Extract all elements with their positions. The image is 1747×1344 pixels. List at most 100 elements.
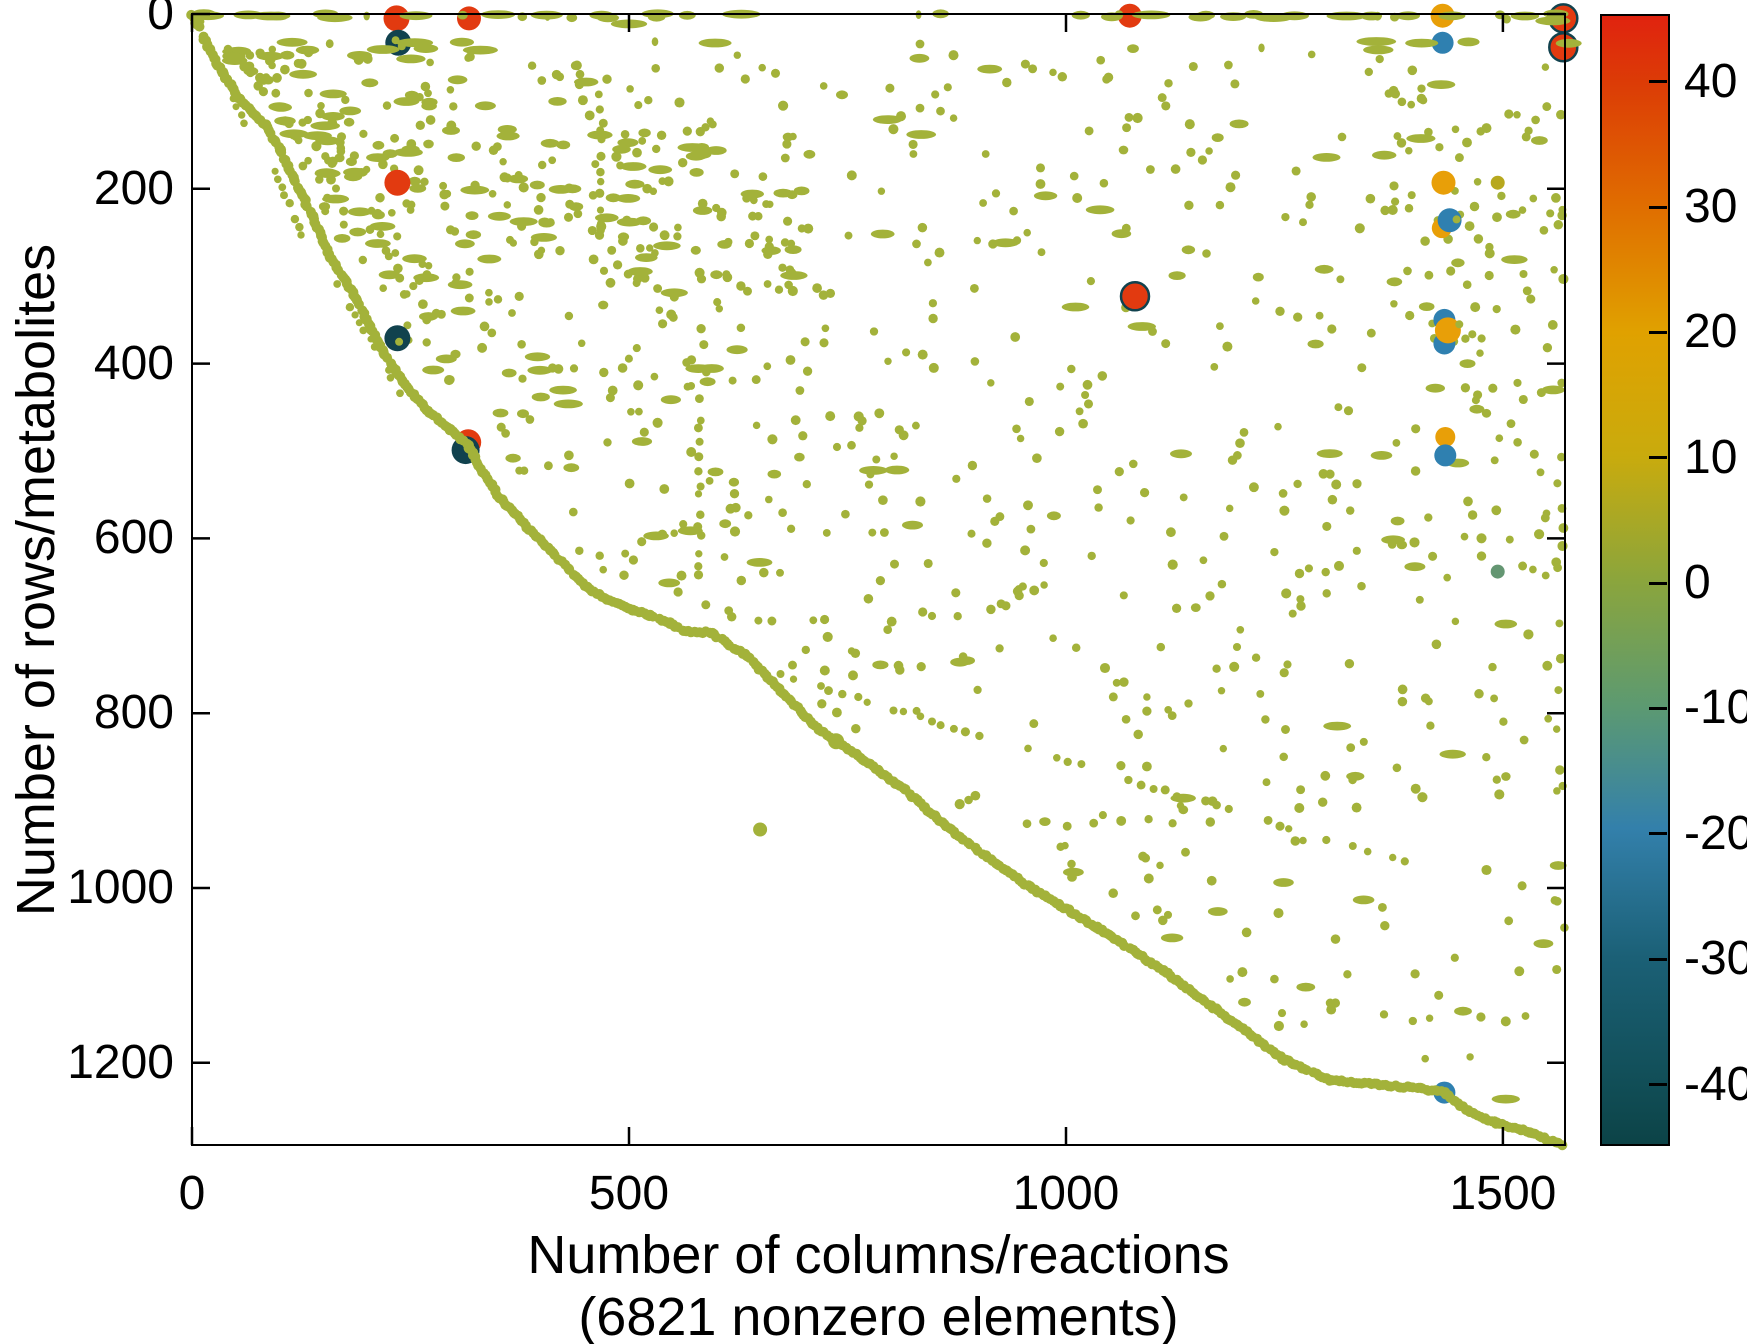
matrix-dot (1488, 662, 1497, 672)
matrix-dash (366, 45, 400, 54)
matrix-dot (695, 127, 705, 137)
matrix-dot (918, 607, 928, 617)
matrix-dash (310, 121, 341, 131)
matrix-dot (902, 348, 911, 357)
matrix-dot (776, 568, 784, 577)
matrix-dot (1026, 524, 1036, 534)
matrix-dash (992, 238, 1019, 248)
matrix-dot (695, 550, 703, 558)
matrix-dot (1237, 967, 1248, 978)
matrix-dot (774, 285, 784, 294)
matrix-dot (266, 54, 276, 64)
matrix-dot (636, 244, 645, 253)
matrix-dot (798, 431, 808, 441)
matrix-dot (1222, 341, 1233, 352)
matrix-dot (1037, 248, 1046, 257)
matrix-dot (1248, 482, 1259, 493)
matrix-dot (285, 199, 294, 208)
matrix-dash (363, 11, 370, 21)
matrix-dot (403, 321, 412, 330)
matrix-dash (689, 168, 704, 177)
matrix-dot (1488, 383, 1498, 393)
matrix-dot (899, 707, 908, 716)
matrix-dash (950, 657, 970, 667)
matrix-dot (1460, 383, 1471, 393)
matrix-dot (863, 698, 871, 706)
matrix-dash (719, 519, 732, 529)
matrix-dot (537, 246, 546, 255)
matrix-dot (1170, 164, 1181, 174)
matrix-dot (916, 712, 925, 721)
matrix-dot (450, 227, 460, 236)
matrix-dot (649, 187, 658, 196)
matrix-dot (653, 284, 663, 293)
matrix-dot (822, 631, 833, 642)
matrix-dot (278, 183, 287, 192)
matrix-dash (660, 395, 682, 405)
matrix-dot (1513, 111, 1521, 119)
matrix-dot (1212, 800, 1221, 810)
matrix-dash (631, 437, 653, 446)
matrix-dash (705, 146, 727, 155)
matrix-dash (413, 44, 439, 53)
matrix-dash (1085, 205, 1115, 215)
x-tick-label: 500 (588, 1167, 670, 1220)
matrix-dot (696, 416, 705, 425)
matrix-dot (258, 87, 268, 97)
matrix-dot (1555, 653, 1566, 664)
matrix-dash (692, 206, 713, 215)
matrix-dash (1356, 37, 1397, 46)
matrix-dash (474, 101, 496, 111)
matrix-dash (1481, 408, 1492, 418)
matrix-dot (1555, 619, 1564, 628)
matrix-dot (1424, 270, 1434, 280)
matrix-dot (596, 126, 605, 135)
matrix-dot (1521, 132, 1531, 142)
matrix-dot (1166, 527, 1176, 538)
matrix-dot (1405, 310, 1415, 321)
matrix-dash (784, 245, 802, 255)
matrix-dash (465, 211, 479, 221)
matrix-dot (1482, 753, 1491, 762)
matrix-dot (1071, 643, 1081, 653)
matrix-dash (501, 368, 517, 378)
matrix-dot (766, 200, 774, 209)
matrix-dot (298, 161, 308, 171)
colorbar-tick-mark (1649, 1083, 1667, 1087)
matrix-dash (605, 193, 621, 203)
matrix-dot (1330, 998, 1341, 1008)
matrix-dot (575, 69, 585, 79)
matrix-dot (749, 196, 758, 205)
matrix-dot (936, 721, 945, 730)
matrix-dash (653, 241, 681, 251)
matrix-dot (1035, 179, 1046, 189)
matrix-dot (1054, 426, 1065, 437)
matrix-dot (1553, 563, 1562, 573)
matrix-dash (1352, 895, 1375, 905)
matrix-dot (1529, 565, 1537, 574)
matrix-dash (1541, 385, 1565, 395)
matrix-dot (1057, 72, 1068, 82)
matrix-dash (782, 132, 794, 142)
matrix-dot (596, 167, 605, 177)
matrix-dot (379, 284, 388, 293)
matrix-dot (1307, 50, 1316, 59)
matrix-dash (689, 150, 712, 160)
matrix-dash (325, 39, 334, 49)
matrix-dash (1457, 37, 1480, 47)
matrix-dot (1132, 112, 1143, 124)
matrix-dash (422, 365, 445, 375)
colorbar (1600, 14, 1670, 1146)
colorbar-tick-label: -10 (1684, 681, 1747, 735)
matrix-dot (790, 415, 801, 426)
matrix-dot (268, 45, 277, 54)
matrix-dot (1390, 300, 1398, 308)
matrix-dot (409, 282, 418, 291)
matrix-dot (1377, 902, 1387, 912)
matrix-dot (780, 238, 790, 247)
matrix-dot (1346, 743, 1356, 752)
matrix-dash (548, 97, 567, 106)
matrix-dot (1490, 456, 1499, 465)
matrix-dash (1316, 449, 1343, 458)
